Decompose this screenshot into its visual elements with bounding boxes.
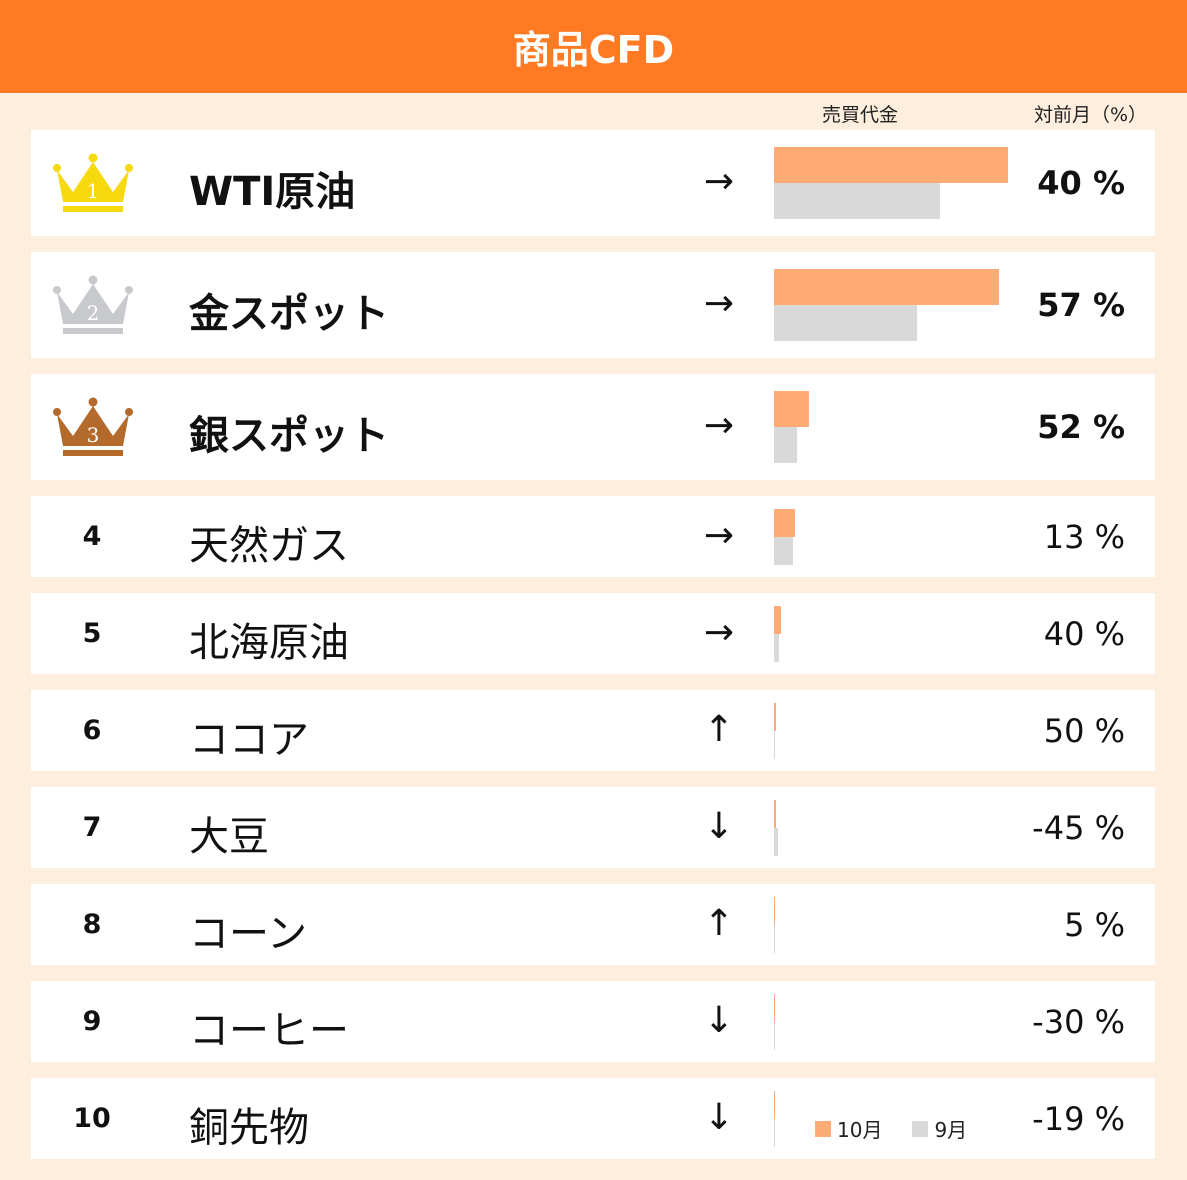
column-header-mom: 対前月（%） — [1034, 104, 1148, 126]
bar-october — [774, 799, 777, 828]
mom-percent: -45 % — [1032, 808, 1125, 847]
bar-october — [774, 605, 782, 634]
bar-september — [774, 924, 775, 953]
mom-percent: 57 % — [1037, 286, 1125, 324]
arrow-right-icon: → — [703, 611, 735, 653]
legend-swatch-october — [815, 1120, 831, 1137]
arrow-right-icon: → — [703, 514, 735, 556]
commodity-name: WTI原油 — [189, 169, 356, 215]
ranking-row: 9 コーヒー ↓ -30 % — [31, 981, 1155, 1062]
bar-september — [774, 536, 793, 565]
header-banner: 商品CFD — [0, 0, 1187, 93]
bar-september — [774, 633, 779, 662]
rank-number: 5 — [82, 617, 102, 649]
rank-number: 9 — [82, 1005, 102, 1037]
arrow-right-icon: → — [703, 283, 735, 324]
mom-percent: 13 % — [1043, 517, 1125, 556]
commodity-name: 銀スポット — [189, 413, 389, 459]
mom-percent: -30 % — [1032, 1002, 1125, 1041]
rank-number: 1 — [87, 179, 100, 203]
legend-item-october: 10月 — [815, 1114, 882, 1143]
ranking-row: 1 WTI原油 → 40 % — [31, 130, 1155, 236]
arrow-up-icon: ↑ — [703, 902, 735, 944]
arrow-down-icon: ↓ — [703, 805, 735, 847]
mom-percent: 40 % — [1037, 164, 1125, 202]
ranking-row: 6 ココア ↑ 50 % — [31, 690, 1155, 771]
bar-september — [774, 1021, 775, 1050]
arrow-down-icon: ↓ — [703, 1096, 735, 1138]
bar-october — [774, 702, 777, 731]
mom-percent: 52 % — [1037, 408, 1125, 446]
mom-percent: 40 % — [1043, 614, 1125, 653]
commodity-name: 北海原油 — [189, 619, 349, 666]
rank-number: 3 — [87, 423, 100, 447]
bar-october — [774, 508, 796, 537]
bar-october — [774, 993, 775, 1022]
rank-number: 4 — [82, 520, 102, 552]
commodity-name: 大豆 — [189, 813, 269, 860]
bar-october — [774, 147, 1008, 183]
bar-october — [774, 391, 810, 427]
mom-percent: -19 % — [1032, 1099, 1125, 1138]
bar-september — [774, 183, 941, 219]
commodity-name: コーン — [189, 910, 307, 957]
arrow-down-icon: ↓ — [703, 999, 735, 1041]
bar-september — [774, 1118, 775, 1147]
bar-september — [774, 827, 778, 856]
legend-label-october: 10月 — [837, 1118, 883, 1142]
mom-percent: 50 % — [1043, 711, 1125, 750]
rank-number: 6 — [82, 714, 102, 746]
ranking-row: 2 金スポット → 57 % — [31, 252, 1155, 358]
bar-october — [774, 896, 776, 925]
legend-item-september: 9月 — [912, 1114, 967, 1143]
rank-number: 7 — [82, 811, 102, 843]
bar-september — [774, 305, 917, 341]
arrow-right-icon: → — [703, 405, 735, 446]
column-header-volume: 売買代金 — [822, 104, 899, 126]
commodity-name: ココア — [189, 716, 309, 763]
commodity-name: コーヒー — [189, 1007, 349, 1054]
commodity-name: 銅先物 — [189, 1104, 309, 1151]
page-title: 商品CFD — [512, 28, 675, 72]
crown-gold-icon: 1 — [53, 150, 133, 216]
crown-bronze-icon: 3 — [53, 394, 133, 460]
arrow-right-icon: → — [703, 161, 735, 202]
bar-october — [774, 269, 999, 305]
mom-percent: 5 % — [1064, 905, 1125, 944]
rank-number: 8 — [82, 908, 102, 940]
commodity-name: 天然ガス — [189, 522, 349, 569]
commodity-name: 金スポット — [189, 291, 389, 337]
legend-label-september: 9月 — [934, 1118, 968, 1142]
rank-number: 2 — [87, 301, 100, 325]
ranking-row: 8 コーン ↑ 5 % — [31, 884, 1155, 965]
ranking-row: 4 天然ガス → 13 % — [31, 496, 1155, 577]
crown-silver-icon: 2 — [53, 272, 133, 338]
ranking-row: 3 銀スポット → 52 % — [31, 374, 1155, 480]
ranking-row: 5 北海原油 → 40 % — [31, 593, 1155, 674]
chart-legend: 10月 9月 — [815, 1114, 997, 1143]
rank-number: 10 — [73, 1102, 111, 1134]
bar-october — [774, 1090, 775, 1119]
ranking-row: 10 銅先物 ↓ -19 % — [31, 1078, 1155, 1159]
bar-september — [774, 427, 798, 463]
legend-swatch-september — [912, 1120, 929, 1137]
arrow-up-icon: ↑ — [703, 708, 735, 750]
bar-september — [774, 730, 776, 759]
ranking-row: 7 大豆 ↓ -45 % — [31, 787, 1155, 868]
